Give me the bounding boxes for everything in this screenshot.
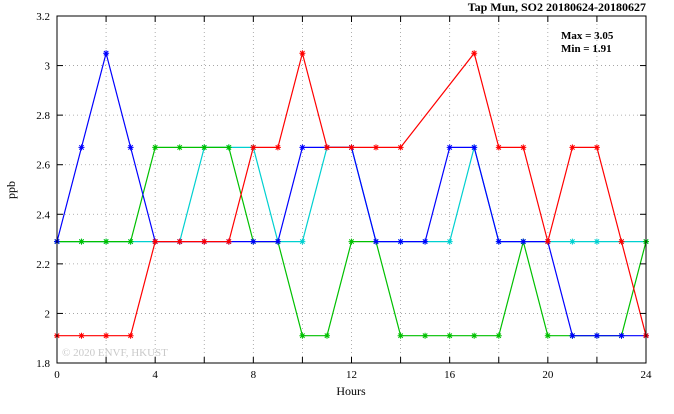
- watermark: © 2020 ENVF, HKUST: [62, 347, 168, 359]
- plot-border: [56, 15, 647, 364]
- x-tick-label: 8: [251, 369, 257, 381]
- x-tick-label: 20: [542, 369, 554, 381]
- x-tick-label: 12: [346, 369, 357, 381]
- grid-layer: [56, 15, 647, 364]
- x-tick-label: 0: [54, 369, 60, 381]
- x-tick-label: 24: [641, 369, 653, 381]
- y-tick-label: 3.2: [36, 11, 50, 23]
- x-tick-label: 16: [444, 369, 456, 381]
- series-layer: [54, 50, 649, 339]
- x-axis-label: Hours: [336, 384, 366, 398]
- y-tick-label: 2.6: [36, 160, 50, 172]
- y-tick-label: 3: [45, 61, 51, 73]
- x-tick-label: 4: [152, 369, 158, 381]
- y-tick-label: 2.2: [36, 259, 50, 271]
- axis-layer: 1.8 2 2.2 2.4 2.6 2.8 3 3.2 0 4 8 12 16 20 24: [36, 11, 652, 381]
- max-annotation: Max = 3.05: [561, 30, 614, 42]
- y-tick-label: 2: [45, 308, 51, 320]
- y-tick-label: 2.4: [36, 209, 50, 221]
- chart-title: Tap Mun, SO2 20180624-20180627: [468, 0, 646, 14]
- min-annotation: Min = 1.91: [561, 43, 612, 55]
- y-axis-label: ppb: [4, 181, 18, 199]
- y-tick-label: 2.8: [36, 110, 50, 122]
- y-tick-label: 1.8: [36, 358, 50, 370]
